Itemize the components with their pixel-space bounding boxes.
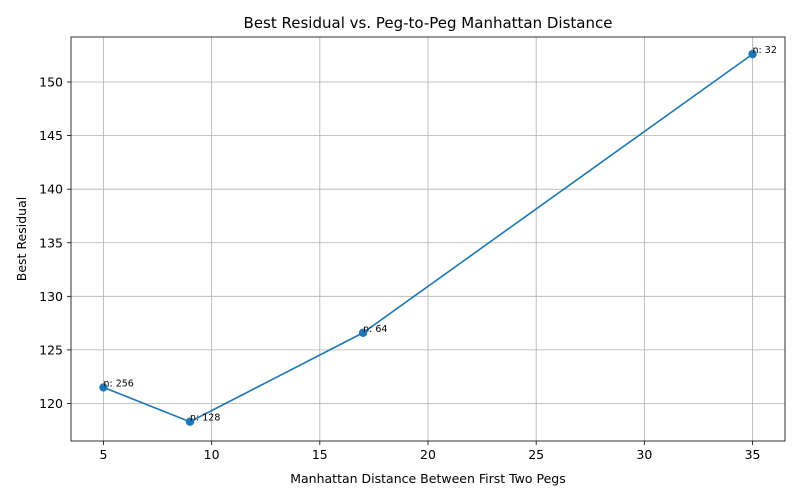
y-tick-label: 130	[39, 289, 63, 304]
point-annotation: n: 128	[190, 413, 220, 424]
point-annotation: n: 256	[103, 378, 133, 389]
x-tick-label: 30	[636, 447, 652, 462]
y-tick-label: 120	[39, 396, 63, 411]
series-line	[103, 53, 754, 423]
y-tick-label: 135	[39, 235, 63, 250]
x-tick-label: 20	[420, 447, 436, 462]
point-annotation: n: 64	[363, 324, 387, 335]
y-tick-label: 140	[39, 182, 63, 197]
x-tick-label: 25	[528, 447, 544, 462]
x-axis-label: Manhattan Distance Between First Two Peg…	[290, 471, 566, 486]
series-layer: n: 256 n: 128 n: 64 n: 32	[99, 45, 777, 426]
point-annotation: n: 32	[753, 45, 777, 56]
data-point	[358, 328, 368, 337]
y-tick-label: 145	[39, 128, 63, 143]
y-axis-label: Best Residual	[14, 197, 29, 281]
x-tick-label: 15	[312, 447, 328, 462]
data-point	[99, 383, 108, 392]
y-tick-label: 150	[39, 75, 63, 90]
grid	[71, 37, 785, 441]
x-axis-ticks: 5 10 15 20 25 30 35	[99, 441, 760, 462]
x-tick-label: 5	[99, 447, 107, 462]
y-tick-label: 125	[39, 342, 63, 357]
x-tick-label: 35	[745, 447, 761, 462]
x-tick-label: 10	[204, 447, 220, 462]
y-axis-ticks: 120 125 130 135 140 145 150	[39, 75, 71, 411]
chart-title: Best Residual vs. Peg-to-Peg Manhattan D…	[244, 14, 613, 32]
data-point	[185, 417, 195, 426]
data-point	[748, 49, 757, 59]
